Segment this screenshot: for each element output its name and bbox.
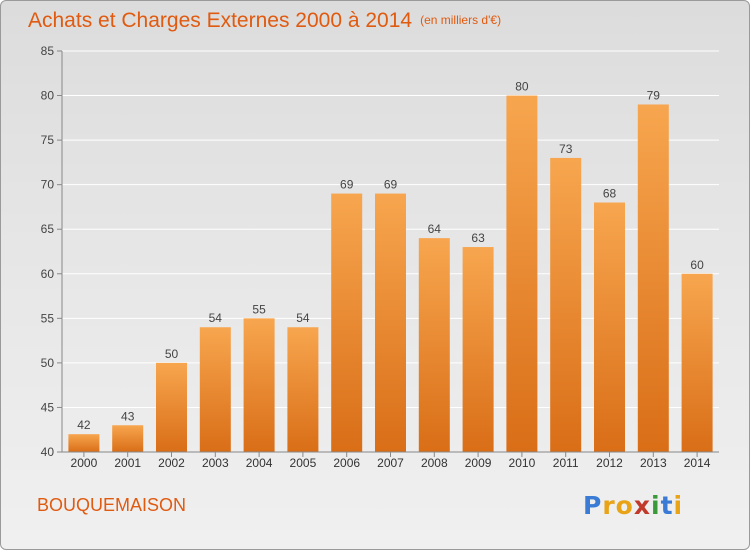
x-tick-label: 2004 — [246, 456, 273, 470]
value-label: 50 — [165, 347, 179, 361]
x-tick-label: 2013 — [640, 456, 667, 470]
x-tick-label: 2006 — [333, 456, 360, 470]
y-tick-label: 45 — [41, 400, 55, 414]
bar-2001 — [112, 425, 144, 452]
y-tick-label: 40 — [41, 445, 55, 459]
bar-2003 — [199, 327, 231, 452]
value-label: 60 — [690, 258, 704, 272]
logo-letter: t — [660, 491, 674, 520]
y-tick-label: 55 — [41, 311, 55, 325]
y-tick-label: 65 — [41, 222, 55, 236]
bar-2006 — [331, 193, 363, 453]
x-tick-label: 2001 — [114, 456, 141, 470]
bar-2007 — [375, 193, 406, 453]
commune-name: BOUQUEMAISON — [37, 495, 187, 515]
bar-2010 — [506, 95, 538, 453]
bar-layer — [68, 95, 713, 453]
x-tick-label: 2014 — [684, 456, 711, 470]
value-label: 69 — [340, 178, 354, 192]
logo-letter: i — [651, 491, 661, 520]
x-tick-label: 2009 — [465, 456, 492, 470]
label-layer: 40 45 50 55 60 65 70 75 80 85 42 2000 43 2001 50 2002 54… — [41, 44, 711, 470]
value-label: 73 — [559, 142, 573, 156]
value-label: 69 — [384, 178, 398, 192]
x-tick-label: 2010 — [509, 456, 536, 470]
value-label: 43 — [121, 409, 135, 423]
x-tick-label: 2012 — [596, 456, 623, 470]
y-tick-label: 60 — [41, 267, 55, 281]
bar-2002 — [156, 362, 187, 452]
logo-letter: r — [602, 491, 616, 520]
bar-2009 — [462, 247, 494, 452]
logo-letter: P — [583, 491, 603, 520]
x-tick-label: 2005 — [290, 456, 317, 470]
x-tick-label: 2008 — [421, 456, 448, 470]
x-tick-label: 2002 — [158, 456, 185, 470]
x-tick-label: 2003 — [202, 456, 229, 470]
y-tick-label: 50 — [41, 356, 55, 370]
value-label: 42 — [77, 418, 91, 432]
value-label: 55 — [252, 302, 266, 316]
bar-2000 — [68, 434, 100, 452]
y-tick-label: 75 — [41, 133, 55, 147]
value-label: 79 — [647, 88, 661, 102]
proxiti-logo: Proxiti — [583, 491, 683, 520]
bar-2004 — [243, 318, 275, 452]
value-label: 63 — [471, 231, 485, 245]
logo-letter: x — [633, 491, 651, 520]
logo-letter: i — [673, 491, 684, 520]
bar-2005 — [287, 327, 319, 452]
x-tick-label: 2000 — [71, 456, 98, 470]
value-label: 54 — [296, 311, 310, 325]
x-tick-label: 2011 — [553, 456, 579, 470]
bar-2014 — [681, 273, 713, 452]
chart-subtitle: (en milliers d'€) — [420, 13, 502, 27]
value-label: 64 — [428, 222, 442, 236]
value-label: 54 — [209, 311, 223, 325]
y-tick-label: 85 — [41, 44, 55, 58]
value-label: 68 — [603, 186, 617, 200]
bar-2008 — [418, 238, 450, 452]
x-tick-label: 2007 — [377, 456, 404, 470]
logo-letter: o — [615, 491, 634, 520]
bar-2013 — [637, 104, 669, 452]
value-label: 80 — [515, 80, 529, 94]
bar-2011 — [550, 157, 582, 452]
bar-2012 — [594, 202, 625, 452]
y-tick-label: 80 — [41, 89, 55, 103]
title-text: Achats et Charges Externes 2000 à 2014 — [28, 9, 413, 32]
axis-layer — [57, 50, 719, 457]
chart-title: Achats et Charges Externes 2000 à 2014 (e… — [28, 9, 501, 33]
y-tick-label: 70 — [41, 178, 55, 192]
